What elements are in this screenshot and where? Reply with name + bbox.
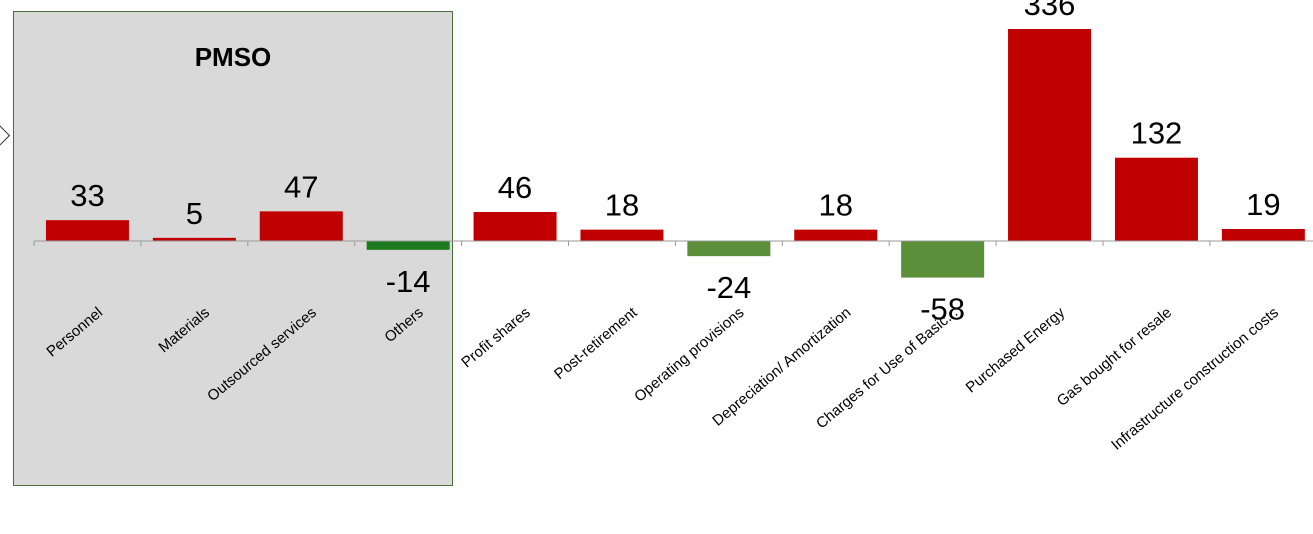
value-label-8: -58 (920, 292, 965, 327)
bar-1 (152, 237, 236, 241)
category-label-10: Gas bought for resale (1054, 304, 1175, 410)
value-label-4: 46 (498, 170, 532, 205)
x-axis (33, 240, 1313, 246)
bar-11 (1221, 229, 1305, 241)
value-label-9: 336 (1024, 0, 1076, 22)
bar-7 (794, 229, 878, 241)
category-label-11: Infrastructure construction costs (1108, 304, 1282, 454)
value-label-6: -24 (706, 270, 751, 305)
value-label-0: 33 (70, 178, 104, 213)
bars-group (45, 29, 1305, 278)
bar-0 (45, 220, 129, 241)
pmso-group-title: PMSO (194, 42, 272, 72)
value-label-11: 19 (1246, 187, 1280, 222)
value-label-5: 18 (605, 188, 639, 223)
value-label-2: 47 (284, 169, 318, 204)
category-label-9: Purchased Energy (963, 304, 1069, 397)
category-label-4: Profit shares (458, 304, 533, 371)
category-label-5: Post-retirement (551, 304, 641, 383)
category-label-1: Materials (155, 304, 213, 356)
bar-10 (1114, 157, 1198, 241)
category-label-2: Outsourced services (204, 304, 320, 405)
bar-9 (1008, 29, 1092, 241)
value-label-10: 132 (1131, 116, 1183, 151)
bar-5 (580, 229, 664, 241)
category-label-0: Personnel (43, 304, 106, 360)
value-label-1: 5 (186, 196, 203, 231)
bar-4 (473, 211, 557, 241)
category-label-6: Operating provisions (631, 304, 747, 405)
category-label-3: Others (381, 304, 426, 346)
value-label-3: -14 (386, 264, 431, 299)
value-label-7: 18 (819, 188, 853, 223)
bar-8 (901, 241, 985, 278)
value-labels-group: 33 5 47 -14 46 18 -24 18 -58 336 132 19 (70, 0, 1280, 327)
bar-6 (687, 241, 771, 257)
bar-2 (259, 211, 343, 241)
bar-3 (366, 241, 450, 250)
